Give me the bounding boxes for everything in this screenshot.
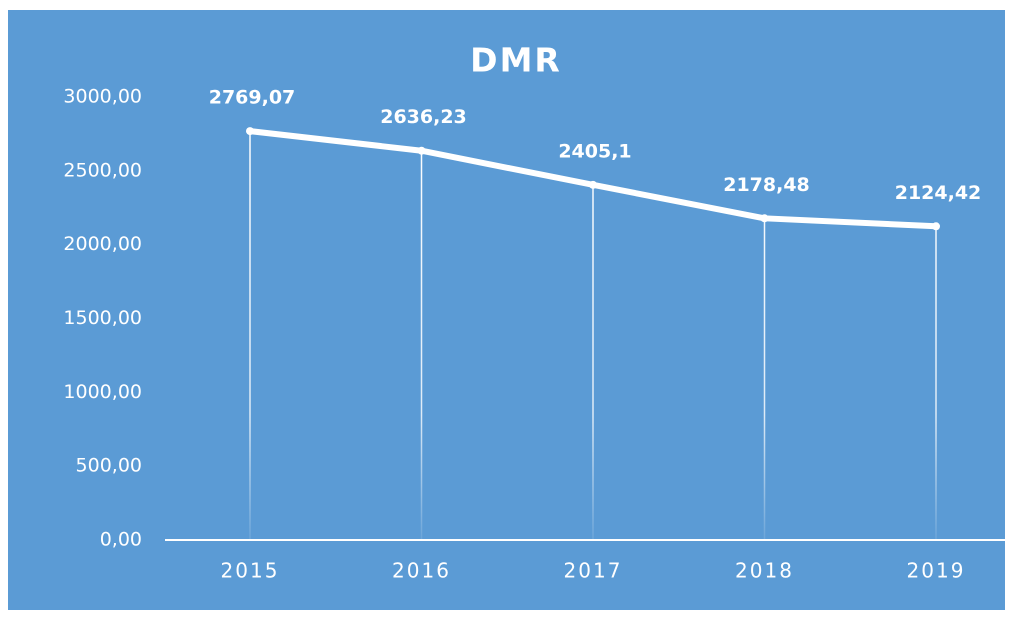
point <box>760 214 769 223</box>
data-label: 2769,07 <box>209 87 296 109</box>
y-tick-label: 2500,00 <box>63 159 142 181</box>
y-tick-label: 1000,00 <box>63 381 142 403</box>
y-tick-label: 1500,00 <box>63 307 142 329</box>
x-tick-label: 2019 <box>907 559 966 583</box>
y-tick-label: 2000,00 <box>63 233 142 255</box>
chart-title: DMR <box>470 41 562 80</box>
data-label: 2636,23 <box>380 106 467 128</box>
data-label: 2178,48 <box>723 174 810 196</box>
x-tick-label: 2016 <box>392 559 451 583</box>
point <box>589 180 597 189</box>
data-label: 2405,1 <box>558 140 631 162</box>
x-tick-label: 2018 <box>735 559 794 583</box>
point <box>417 146 426 155</box>
y-tick-label: 3000,00 <box>63 86 142 108</box>
point <box>246 127 254 136</box>
point <box>932 222 940 231</box>
x-tick-label: 2015 <box>221 559 280 583</box>
y-tick-label: 0,00 <box>100 529 142 551</box>
y-tick-label: 500,00 <box>76 455 142 477</box>
chart-background <box>8 10 1005 610</box>
data-label: 2124,42 <box>895 182 982 204</box>
x-tick-label: 2017 <box>564 559 623 583</box>
